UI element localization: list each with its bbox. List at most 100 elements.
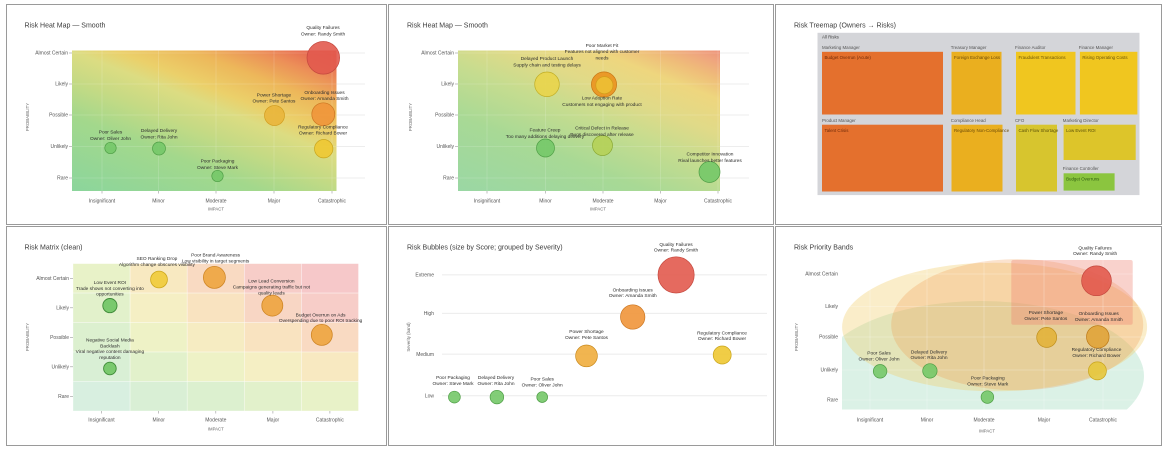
svg-text:PROBABILITY: PROBABILITY [408,103,413,131]
svg-text:Owner: Amanda Smith: Owner: Amanda Smith [1075,317,1123,323]
svg-text:Poor Sales: Poor Sales [99,130,123,136]
svg-text:Fraudulent Transactions: Fraudulent Transactions [1019,55,1067,60]
svg-text:Product Manager: Product Manager [822,118,856,123]
svg-text:Rising Operating Costs: Rising Operating Costs [1082,55,1128,60]
svg-text:Power Shortage: Power Shortage [257,93,292,99]
svg-text:Foreign Exchange Loss: Foreign Exchange Loss [954,55,1001,60]
svg-text:Unlikely: Unlikely [820,368,838,374]
svg-text:All Risks: All Risks [822,35,840,40]
svg-text:Delayed Delivery: Delayed Delivery [478,375,515,381]
svg-text:Regulatory Compliance: Regulatory Compliance [697,330,747,336]
svg-text:Likely: Likely [441,82,454,88]
svg-text:Overspending due to poor ROI t: Overspending due to poor ROI tracking [279,318,363,324]
svg-text:IMPACT: IMPACT [208,427,224,432]
svg-text:Negative Social Media: Negative Social Media [86,338,134,344]
svg-text:Supply chain and testing delay: Supply chain and testing delays [513,63,581,69]
svg-text:Rare: Rare [443,176,454,182]
svg-text:Poor Packaging: Poor Packaging [436,375,470,381]
svg-text:Owner: Oliver John: Owner: Oliver John [858,357,899,363]
svg-text:Risk Priority Bands: Risk Priority Bands [794,245,854,252]
svg-text:Almost Certain: Almost Certain [35,51,68,57]
svg-text:Delayed Delivery: Delayed Delivery [141,128,178,134]
svg-text:Insignificant: Insignificant [89,199,116,205]
svg-text:Treasury Manager: Treasury Manager [951,45,987,50]
svg-text:Almost Certain: Almost Certain [421,51,454,57]
svg-text:opportunities: opportunities [96,292,124,298]
svg-text:Onboarding Issues: Onboarding Issues [304,90,345,96]
svg-text:Major: Major [654,199,667,205]
svg-text:Insignificant: Insignificant [857,418,884,424]
svg-text:Minor: Minor [921,418,934,424]
svg-text:Owner: Rita John: Owner: Rita John [910,355,947,361]
svg-text:Major: Major [1038,418,1051,424]
svg-text:Owner: Amanda Smith: Owner: Amanda Smith [609,293,657,299]
svg-text:Finance Controller: Finance Controller [1063,166,1099,171]
svg-text:Poor Sales: Poor Sales [530,377,554,383]
svg-text:Feature Creep: Feature Creep [530,128,561,134]
svg-text:Owner: Richard Bower: Owner: Richard Bower [299,131,348,137]
svg-text:Moderate: Moderate [205,199,226,205]
svg-text:IMPACT: IMPACT [979,429,995,434]
svg-text:Poor Packaging: Poor Packaging [201,159,235,165]
svg-text:PROBABILITY: PROBABILITY [25,103,30,131]
svg-text:Catastrophic: Catastrophic [704,199,733,205]
svg-text:Catastrophic: Catastrophic [1089,418,1118,424]
svg-text:Low Event ROI: Low Event ROI [1066,128,1096,133]
svg-text:Owner: Randy Smith: Owner: Randy Smith [301,32,346,38]
svg-text:Owner: Pete Santos: Owner: Pete Santos [1024,316,1068,322]
svg-text:Catastrophic: Catastrophic [318,199,347,205]
svg-text:Insignificant: Insignificant [474,199,501,205]
svg-text:Possible: Possible [49,113,68,119]
svg-text:Likely: Likely [825,304,838,310]
svg-text:Too many additions delaying de: Too many additions delaying delivery [506,134,585,140]
svg-text:Delayed Product Launch: Delayed Product Launch [521,56,574,62]
svg-text:Quality Failures: Quality Failures [659,242,693,248]
svg-text:Trade shows not converting int: Trade shows not converting into [76,286,144,292]
svg-text:Low Lead Conversion: Low Lead Conversion [248,279,295,285]
svg-text:Owner: Pete Santos: Owner: Pete Santos [253,98,297,104]
svg-text:Quality Failures: Quality Failures [1078,245,1112,251]
svg-text:Rare: Rare [827,398,838,404]
svg-text:Regulatory Compliance: Regulatory Compliance [298,125,348,131]
svg-text:Budget Overrun on Ads: Budget Overrun on Ads [296,312,346,318]
svg-text:Rare: Rare [57,176,68,182]
svg-text:Owner: Rita John: Owner: Rita John [477,381,514,387]
svg-text:Owner: Pete Santos: Owner: Pete Santos [565,335,609,341]
svg-text:Moderate: Moderate [592,199,613,205]
svg-text:Owner: Rita John: Owner: Rita John [140,135,177,141]
svg-text:Owner: Oliver John: Owner: Oliver John [522,382,563,388]
svg-text:Risk Heat Map — Smooth: Risk Heat Map — Smooth [407,23,488,30]
svg-text:Moderate: Moderate [205,418,226,424]
svg-text:Regulatory Compliance: Regulatory Compliance [1072,347,1122,353]
svg-text:Owner: Amanda Smith: Owner: Amanda Smith [301,96,349,102]
svg-text:Owner: Randy Smith: Owner: Randy Smith [654,248,699,254]
svg-text:Backlash: Backlash [100,343,120,349]
svg-text:Major: Major [268,199,281,205]
svg-text:Features not aligned with cust: Features not aligned with customer [565,49,640,55]
svg-text:Delayed Delivery: Delayed Delivery [911,349,948,355]
svg-text:Likely: Likely [55,82,68,88]
svg-text:Moderate: Moderate [973,418,994,424]
svg-text:Budget Overrun (Acute): Budget Overrun (Acute) [825,55,872,60]
svg-text:Talent Crisis: Talent Crisis [825,128,850,133]
svg-text:Poor Brand Awareness: Poor Brand Awareness [191,253,241,259]
svg-text:Medium: Medium [416,352,434,358]
svg-text:High: High [424,311,435,317]
svg-text:Owner: Richard Bower: Owner: Richard Bower [1072,353,1121,359]
svg-text:Unlikely: Unlikely [51,365,69,371]
svg-text:Low visibility in target segme: Low visibility in target segments [182,259,250,265]
svg-text:CFO: CFO [1015,118,1025,123]
svg-text:Minor: Minor [152,199,165,205]
svg-text:Marketing Director: Marketing Director [1063,118,1099,123]
svg-text:Poor Market Fit: Poor Market Fit [586,43,619,49]
svg-text:Viral negative content damagin: Viral negative content damaging [76,349,145,355]
svg-text:Almost Certain: Almost Certain [805,272,838,278]
svg-text:Rare: Rare [58,394,69,400]
svg-text:Power Shortage: Power Shortage [569,329,604,335]
svg-text:IMPACT: IMPACT [208,207,224,212]
svg-text:Extreme: Extreme [415,273,434,279]
svg-text:Onboarding Issues: Onboarding Issues [1079,311,1120,317]
svg-text:Owner: Steve Mark: Owner: Steve Mark [432,381,474,387]
svg-text:Possible: Possible [435,113,454,119]
svg-text:Likely: Likely [56,306,69,312]
